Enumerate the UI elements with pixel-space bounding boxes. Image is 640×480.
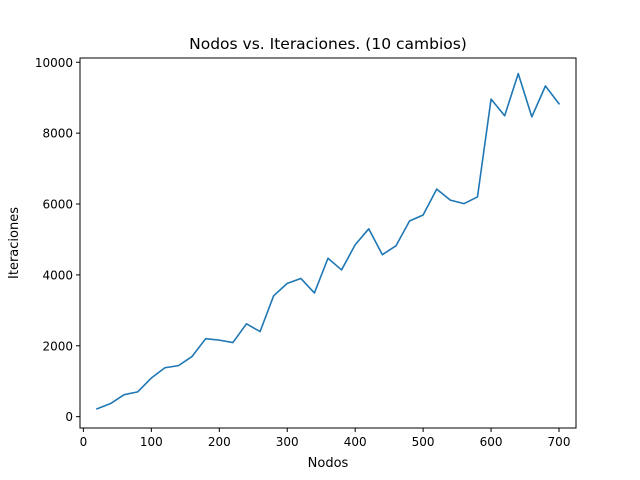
y-tick-label: 6000 — [42, 198, 73, 212]
y-axis: 0 2000 4000 6000 8000 10000 — [35, 56, 80, 424]
chart-title: Nodos vs. Iteraciones. (10 cambios) — [189, 35, 467, 53]
x-tick-label: 600 — [480, 435, 503, 449]
y-tick-label: 10000 — [35, 56, 73, 70]
x-tick-label: 0 — [80, 435, 88, 449]
y-tick-label: 8000 — [42, 127, 73, 141]
plot-area — [95, 72, 561, 410]
y-tick-label: 4000 — [42, 268, 73, 282]
x-axis-label: Nodos — [308, 456, 349, 471]
x-tick-label: 500 — [412, 435, 435, 449]
axes-frame — [79, 57, 577, 429]
series-line — [95, 72, 561, 410]
y-tick-label: 2000 — [42, 339, 73, 353]
x-axis: 0 100 200 300 400 500 600 700 — [80, 428, 571, 449]
x-tick-label: 200 — [208, 435, 231, 449]
x-tick-label: 400 — [344, 435, 367, 449]
x-tick-label: 700 — [548, 435, 571, 449]
x-tick-label: 100 — [140, 435, 163, 449]
y-tick-label: 0 — [65, 410, 73, 424]
y-axis-label: Iteraciones — [7, 207, 22, 279]
x-tick-label: 300 — [276, 435, 299, 449]
